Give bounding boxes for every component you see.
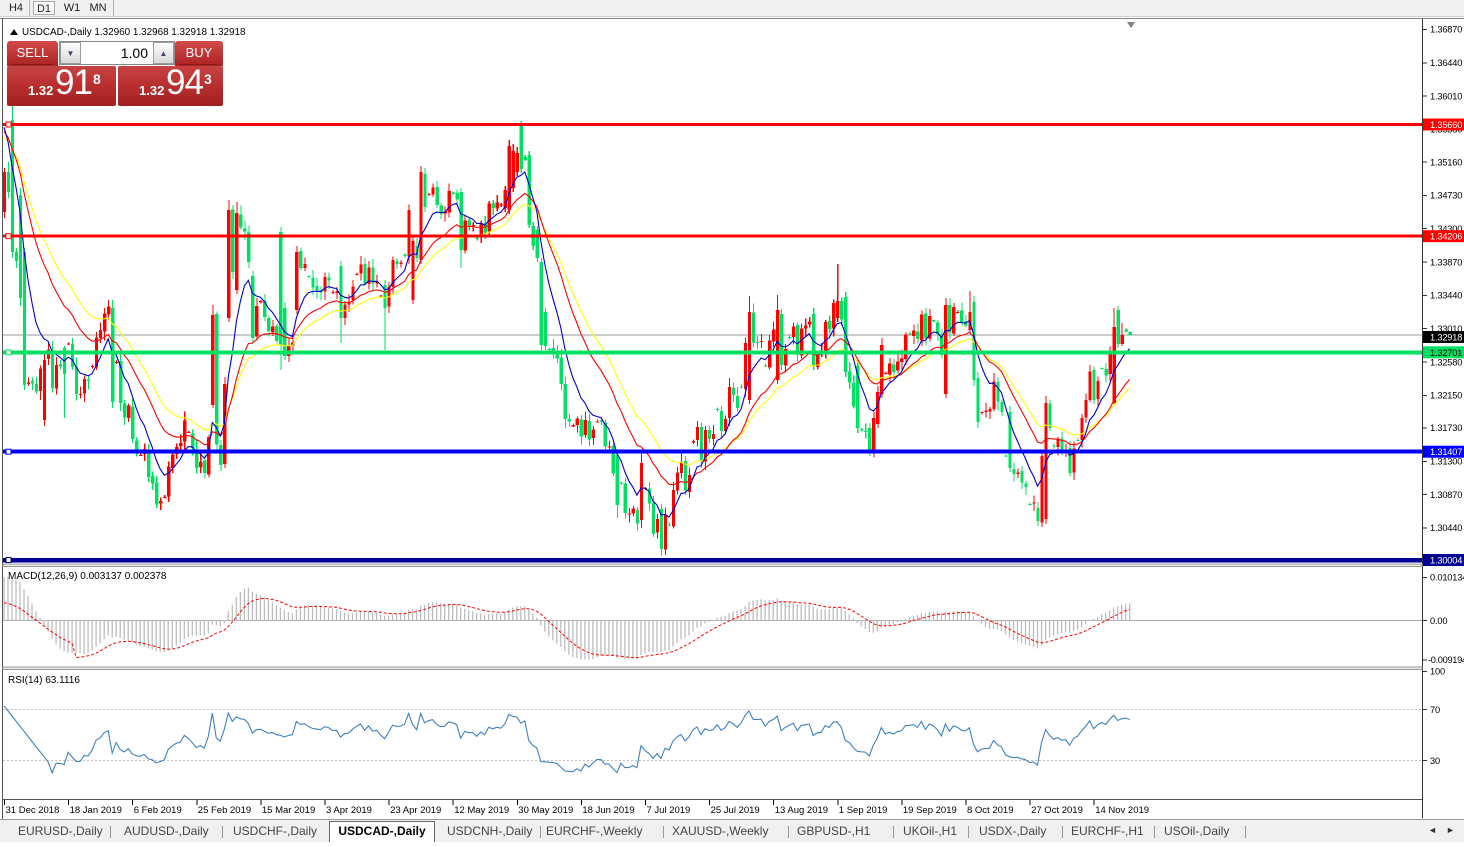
svg-text:25 Feb 2019: 25 Feb 2019 <box>198 805 251 816</box>
svg-text:1.36010: 1.36010 <box>1430 91 1462 101</box>
svg-text:0.00: 0.00 <box>1430 616 1447 626</box>
svg-text:100: 100 <box>1430 667 1445 677</box>
svg-text:1.34206: 1.34206 <box>1430 232 1462 242</box>
svg-text:23 Apr 2019: 23 Apr 2019 <box>390 805 441 816</box>
svg-text:1.33010: 1.33010 <box>1430 324 1462 334</box>
svg-text:0.010134: 0.010134 <box>1430 573 1464 583</box>
svg-text:25 Jul 2019: 25 Jul 2019 <box>711 805 760 816</box>
svg-text:3 Apr 2019: 3 Apr 2019 <box>326 805 372 816</box>
svg-text:7 Jul 2019: 7 Jul 2019 <box>647 805 691 816</box>
svg-text:1.30004: 1.30004 <box>1430 556 1462 566</box>
svg-text:1.32701: 1.32701 <box>1430 348 1462 358</box>
svg-text:18 Jan 2019: 18 Jan 2019 <box>70 805 122 816</box>
svg-text:1.34730: 1.34730 <box>1430 191 1462 201</box>
svg-text:USDCAD-,Daily 1.32960 1.32968: USDCAD-,Daily 1.32960 1.32968 1.32918 1.… <box>22 27 246 38</box>
svg-text:30 May 2019: 30 May 2019 <box>518 805 573 816</box>
svg-text:1.34300: 1.34300 <box>1430 224 1462 234</box>
svg-text:14 Nov 2019: 14 Nov 2019 <box>1095 805 1149 816</box>
svg-text:12 May 2019: 12 May 2019 <box>454 805 509 816</box>
svg-text:13 Aug 2019: 13 Aug 2019 <box>775 805 828 816</box>
svg-text:15 Mar 2019: 15 Mar 2019 <box>262 805 315 816</box>
svg-text:1.31407: 1.31407 <box>1430 447 1462 457</box>
svg-text:1.35660: 1.35660 <box>1430 120 1462 130</box>
svg-text:8 Oct 2019: 8 Oct 2019 <box>967 805 1013 816</box>
svg-text:1.35160: 1.35160 <box>1430 157 1462 167</box>
svg-text:1.31730: 1.31730 <box>1430 423 1462 433</box>
svg-text:1.32150: 1.32150 <box>1430 391 1462 401</box>
svg-text:MACD(12,26,9) 0.003137 0.00237: MACD(12,26,9) 0.003137 0.002378 <box>8 571 167 582</box>
svg-text:RSI(14) 63.1116: RSI(14) 63.1116 <box>8 675 80 686</box>
svg-text:1.30870: 1.30870 <box>1430 490 1462 500</box>
svg-text:-0.0091940: -0.0091940 <box>1428 655 1464 665</box>
svg-text:6 Feb 2019: 6 Feb 2019 <box>134 805 182 816</box>
svg-text:27 Oct 2019: 27 Oct 2019 <box>1031 805 1083 816</box>
svg-text:1 Sep 2019: 1 Sep 2019 <box>839 805 888 816</box>
svg-text:30: 30 <box>1430 756 1440 766</box>
svg-text:18 Jun 2019: 18 Jun 2019 <box>582 805 634 816</box>
svg-text:19 Sep 2019: 19 Sep 2019 <box>903 805 957 816</box>
svg-text:1.30440: 1.30440 <box>1430 523 1462 533</box>
svg-text:1.31300: 1.31300 <box>1430 457 1462 467</box>
svg-text:1.36870: 1.36870 <box>1430 25 1462 35</box>
svg-text:1.33870: 1.33870 <box>1430 257 1462 267</box>
svg-text:1.36440: 1.36440 <box>1430 58 1462 68</box>
svg-text:1.32918: 1.32918 <box>1430 333 1462 343</box>
svg-text:1.33440: 1.33440 <box>1430 291 1462 301</box>
svg-text:31 Dec 2018: 31 Dec 2018 <box>6 805 60 816</box>
svg-text:70: 70 <box>1430 705 1440 715</box>
svg-text:1.32580: 1.32580 <box>1430 357 1462 367</box>
